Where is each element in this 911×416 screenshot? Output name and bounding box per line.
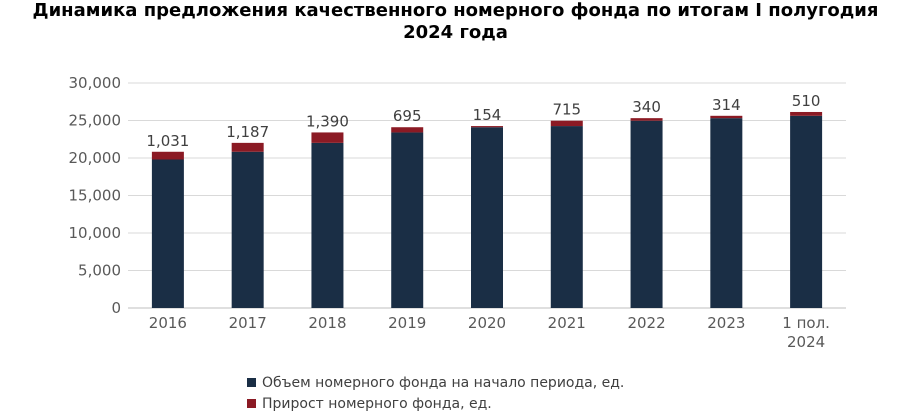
bar-base-segment	[391, 132, 424, 308]
y-tick-label: 20,000	[69, 149, 122, 167]
data-label: 154	[473, 106, 502, 124]
bar-growth-segment	[231, 142, 264, 152]
legend-swatch-growth	[247, 399, 256, 408]
y-tick-label: 30,000	[69, 74, 122, 92]
bar-base-segment	[471, 127, 503, 308]
y-tick-label: 25,000	[69, 112, 122, 130]
x-tick-label: 1 пол. 2024	[782, 314, 830, 351]
x-tick-label: 2021	[548, 314, 586, 332]
x-axis-tick-labels: 2016 2017 2018 2019 2020 2021 2022 2023 1 пол. 20…	[149, 314, 830, 351]
x-tick-label: 2019	[388, 314, 426, 332]
x-tick-label: 2018	[308, 314, 346, 332]
data-label: 715	[552, 101, 581, 119]
bar-growth-segment	[391, 127, 424, 133]
data-label: 510	[792, 92, 821, 110]
x-tick-label: 2020	[468, 314, 506, 332]
chart-title: Динамика предложения качественного номер…	[0, 0, 911, 44]
x-tick-label: 2017	[229, 314, 267, 332]
data-labels: 1,031 1,187 1,390 695 154 715 340 314 510	[146, 92, 820, 150]
data-label: 1,390	[306, 112, 349, 130]
x-tick-label: 2023	[707, 314, 745, 332]
legend-item-base: Объем номерного фонда на начало периода,…	[247, 372, 624, 393]
x-tick-label: 2022	[627, 314, 665, 332]
bar-base-segment	[630, 120, 663, 309]
bars	[151, 111, 823, 309]
bar-base-segment	[790, 115, 823, 309]
y-tick-label: 15,000	[69, 187, 122, 205]
data-label: 1,187	[226, 123, 269, 141]
data-label: 1,031	[146, 132, 189, 150]
y-axis-tick-labels: 0 5,000 10,000 15,000 20,000 25,000 30,000	[69, 74, 122, 317]
y-tick-label: 10,000	[69, 224, 122, 242]
data-label: 314	[712, 96, 741, 114]
legend: Объем номерного фонда на начало периода,…	[247, 372, 624, 414]
bar-growth-segment	[550, 120, 583, 127]
bar-base-segment	[550, 126, 583, 308]
chart-title-line-1: Динамика предложения качественного номер…	[32, 0, 879, 21]
chart-title-line-2: 2024 года	[403, 22, 508, 43]
legend-item-growth: Прирост номерного фонда, ед.	[247, 393, 624, 414]
y-tick-label: 5,000	[78, 262, 121, 280]
y-tick-label: 0	[111, 299, 121, 317]
bar-growth-segment	[311, 132, 344, 143]
bar-base-segment	[231, 151, 264, 308]
legend-label-base: Объем номерного фонда на начало периода,…	[262, 374, 625, 391]
bar-chart: 0 5,000 10,000 15,000 20,000 25,000 30,000 1,0…	[69, 74, 846, 351]
legend-swatch-base	[247, 378, 256, 387]
legend-label-growth: Прирост номерного фонда, ед.	[262, 395, 492, 412]
bar-growth-segment	[710, 115, 743, 119]
bar-growth-segment	[151, 151, 184, 160]
bar-base-segment	[710, 118, 743, 308]
bar-growth-segment	[630, 118, 663, 121]
bar-base-segment	[311, 142, 344, 308]
data-label: 340	[632, 98, 661, 116]
data-label: 695	[393, 107, 422, 125]
bar-growth-segment	[471, 126, 503, 128]
bar-base-segment	[151, 159, 184, 308]
bar-growth-segment	[790, 111, 823, 116]
x-tick-label: 2016	[149, 314, 187, 332]
